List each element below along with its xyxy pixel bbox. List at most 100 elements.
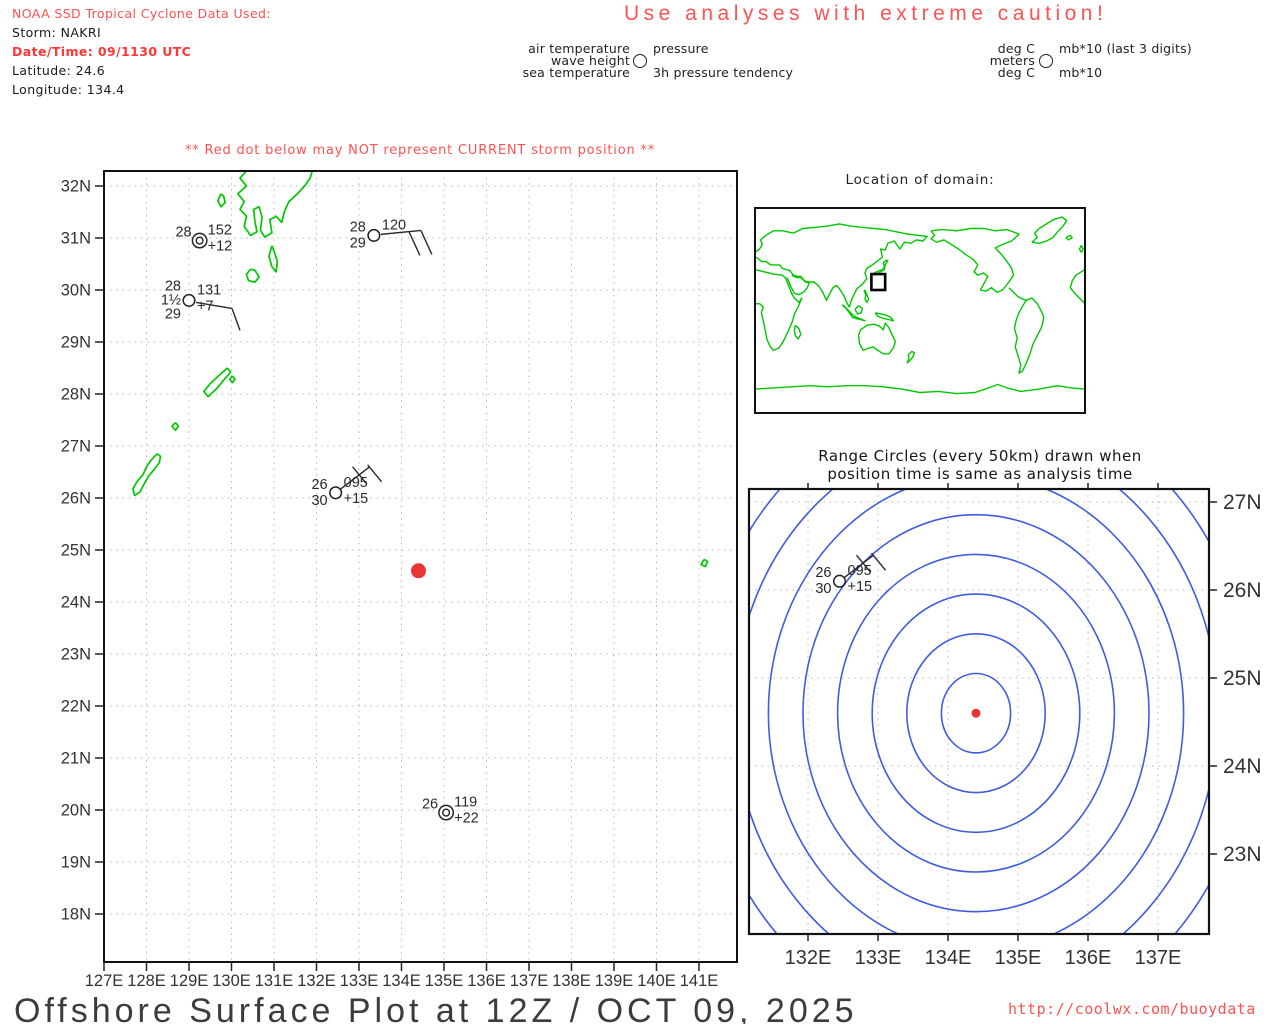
svg-text:129E: 129E <box>170 972 209 990</box>
svg-text:095: 095 <box>344 475 368 491</box>
domain-box <box>870 272 887 292</box>
svg-text:29: 29 <box>350 235 366 251</box>
main-surface-map: 32N 31N 30N 29N 28N 27N 26N 25N 24N 23N 22N 21N 20N 1… <box>61 170 738 990</box>
legend-air-temperature: air temperature <box>528 41 630 56</box>
svg-text:138E: 138E <box>552 972 591 990</box>
svg-text:+7: +7 <box>197 298 214 314</box>
plot-title: Offshore Surface Plot at 12Z / OCT 09, 2… <box>14 992 858 1024</box>
storm-position-dot <box>971 708 981 718</box>
svg-text:26: 26 <box>422 797 438 813</box>
svg-text:095: 095 <box>848 563 872 579</box>
legend-unit-mb10: mb*10 <box>1059 65 1103 80</box>
svg-text:31N: 31N <box>61 230 91 248</box>
svg-text:136E: 136E <box>467 972 506 990</box>
legend-unit-degc-2: deg C <box>997 65 1035 80</box>
svg-text:133E: 133E <box>340 972 379 990</box>
svg-text:127E: 127E <box>85 972 124 990</box>
svg-text:26: 26 <box>815 565 831 581</box>
header-storm-line: Storm: NAKRI <box>12 25 102 40</box>
range-circles <box>749 489 1209 934</box>
svg-text:137E: 137E <box>1135 947 1182 969</box>
caution-title: Use analyses with extreme caution! <box>624 2 1108 25</box>
svg-text:119: 119 <box>454 795 477 811</box>
legend-unit-meters: meters <box>989 53 1035 68</box>
svg-text:29N: 29N <box>61 334 91 352</box>
svg-text:130E: 130E <box>212 972 251 990</box>
station-circle-icon <box>329 486 343 500</box>
svg-text:128E: 128E <box>127 972 166 990</box>
buoydata-link[interactable]: http://coolwx.com/buoydata <box>1008 1000 1256 1018</box>
header-source-line: NOAA SSD Tropical Cyclone Data Used: <box>12 6 271 21</box>
svg-text:26N: 26N <box>1223 579 1262 602</box>
legend-unit-mb10-last3: mb*10 (last 3 digits) <box>1059 41 1192 56</box>
svg-text:+15: +15 <box>848 579 873 595</box>
svg-text:135E: 135E <box>425 972 464 990</box>
svg-text:24N: 24N <box>1223 755 1262 778</box>
svg-text:23N: 23N <box>1223 843 1262 866</box>
header-datetime-line: Date/Time: 09/1130 UTC <box>12 44 192 59</box>
svg-text:27N: 27N <box>1223 491 1262 514</box>
range-title-line2: position time is same as analysis time <box>827 465 1133 483</box>
svg-text:28: 28 <box>165 278 181 294</box>
svg-text:25N: 25N <box>1223 667 1262 690</box>
world-map-title: Location of domain: <box>845 172 995 188</box>
svg-text:18N: 18N <box>61 906 91 924</box>
svg-text:26: 26 <box>311 477 327 493</box>
legend-pressure-tendency: 3h pressure tendency <box>653 65 794 80</box>
svg-text:+15: +15 <box>344 491 369 507</box>
svg-text:132E: 132E <box>297 972 336 990</box>
station-double-circle-icon <box>438 804 455 821</box>
world-locator-map <box>754 207 1086 414</box>
svg-text:120: 120 <box>382 217 406 233</box>
svg-text:135E: 135E <box>995 947 1042 969</box>
svg-text:139E: 139E <box>595 972 634 990</box>
svg-text:+22: +22 <box>454 811 479 827</box>
svg-text:29: 29 <box>165 306 181 322</box>
svg-text:24N: 24N <box>61 594 91 612</box>
svg-text:19N: 19N <box>61 854 91 872</box>
svg-text:20N: 20N <box>61 802 91 820</box>
storm-position-dot <box>411 563 426 579</box>
legend-wave-height: wave height <box>551 53 630 68</box>
svg-text:30: 30 <box>815 581 831 597</box>
svg-text:30N: 30N <box>61 282 91 300</box>
svg-text:22N: 22N <box>61 698 91 716</box>
svg-text:134E: 134E <box>382 972 421 990</box>
svg-text:152: 152 <box>208 223 232 239</box>
header-longitude-line: Longitude: 134.4 <box>12 82 125 97</box>
svg-text:28: 28 <box>350 219 366 235</box>
storm-position-warning: ** Red dot below may NOT represent CURRE… <box>184 143 656 158</box>
range-title-line1: Range Circles (every 50km) drawn when <box>818 447 1142 465</box>
station-circle-icon <box>367 228 381 242</box>
legend-sea-temperature: sea temperature <box>522 65 630 80</box>
svg-text:28N: 28N <box>61 386 91 404</box>
coastline <box>132 170 709 568</box>
svg-text:21N: 21N <box>61 750 91 768</box>
svg-text:27N: 27N <box>61 438 91 456</box>
svg-text:137E: 137E <box>510 972 549 990</box>
svg-text:28: 28 <box>175 225 191 241</box>
svg-text:132E: 132E <box>785 947 832 969</box>
station-plot: 28 152+12 <box>175 223 232 255</box>
world-coastline <box>754 216 1086 395</box>
svg-text:26N: 26N <box>61 490 91 508</box>
svg-text:25N: 25N <box>61 542 91 560</box>
station-circle-icon <box>832 574 847 588</box>
svg-text:131: 131 <box>197 282 221 298</box>
station-circle-icon <box>633 54 647 68</box>
svg-text:134E: 134E <box>925 947 972 969</box>
station-circle-icon <box>182 293 196 307</box>
svg-text:141E: 141E <box>680 972 719 990</box>
svg-text:136E: 136E <box>1065 947 1112 969</box>
svg-text:131E: 131E <box>255 972 294 990</box>
legend-unit-degc-1: deg C <box>997 41 1035 56</box>
station-circle-icon <box>1039 54 1053 68</box>
legend-pressure: pressure <box>653 41 709 56</box>
svg-text:30: 30 <box>311 493 327 509</box>
header-latitude-line: Latitude: 24.6 <box>12 63 106 78</box>
